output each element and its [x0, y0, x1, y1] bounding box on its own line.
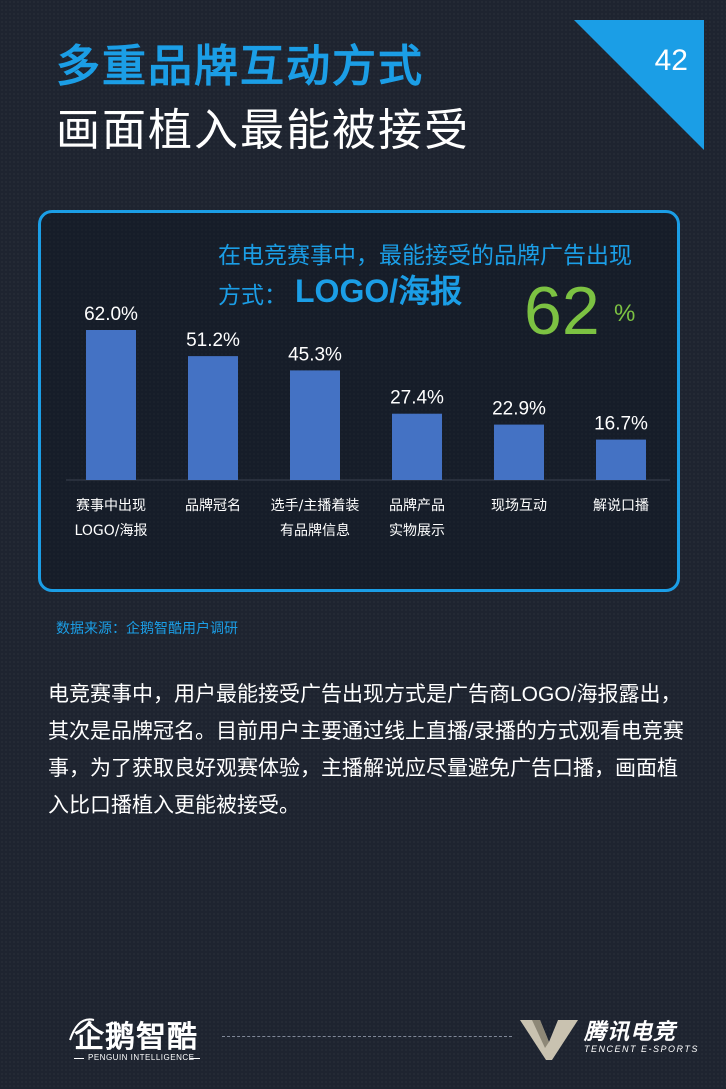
- chart-card: [38, 210, 680, 592]
- logo-rule-left: [74, 1058, 84, 1059]
- bar-1: [188, 356, 238, 480]
- bar-5: [596, 439, 646, 480]
- category-label-2-1: 有品牌信息: [280, 522, 350, 539]
- tencent-esports-text: 腾讯电竞: [584, 1019, 677, 1044]
- highlight-strong: LOGO/海报: [295, 273, 463, 309]
- category-label-1-0: 品牌冠名: [185, 497, 241, 514]
- bar-4: [494, 424, 544, 480]
- bar-value-label-3: 27.4%: [390, 388, 444, 409]
- bar-2: [290, 370, 340, 480]
- category-label-3-1: 实物展示: [389, 523, 445, 539]
- title-line-2: 画面植入最能被接受: [56, 106, 470, 155]
- category-label-0-1: LOGO/海报: [75, 523, 148, 539]
- bar-value-label-1: 51.2%: [186, 330, 240, 351]
- bar-value-label-5: 16.7%: [594, 414, 648, 435]
- penguin-logo-subtext: PENGUIN INTELLIGENCE: [88, 1053, 195, 1062]
- bar-3: [392, 413, 442, 480]
- highlight-big-unit: %: [614, 300, 636, 327]
- category-label-5-0: 解说口播: [593, 498, 649, 514]
- category-label-0-0: 赛事中出现: [76, 498, 146, 514]
- category-label-4-0: 现场互动: [491, 498, 547, 514]
- bar-value-label-0: 62.0%: [84, 304, 138, 325]
- logo-rule-right: [190, 1058, 200, 1059]
- tencent-esports-subtext: TENCENT E-SPORTS: [584, 1044, 699, 1054]
- penguin-logo-text: 企鹅智酷: [74, 1021, 198, 1054]
- bar-chart: 62.0% 赛事中出现 LOGO/海报 51.2% 品牌冠名 45.3% 选手/主播着装有品…: [66, 304, 670, 539]
- category-label-3-0: 品牌产品: [389, 497, 445, 514]
- highlight-label: 方式：: [218, 282, 287, 308]
- bar-0: [86, 330, 136, 480]
- tencent-esports-logo-icon: [520, 1020, 578, 1060]
- category-label-2-0: 选手/主播着装: [271, 498, 360, 514]
- data-source: 数据来源：企鹅智酷用户调研: [56, 620, 238, 636]
- highlight-big-number: 62: [524, 273, 600, 349]
- page-corner-tab: [574, 20, 704, 150]
- title-line-1: 多重品牌互动方式: [56, 42, 424, 91]
- highlight-line-1: 在电竞赛事中，最能接受的品牌广告出现: [218, 242, 632, 268]
- page-number: 42: [654, 44, 688, 77]
- penguin-logo-icon: [69, 1018, 95, 1041]
- bar-value-label-4: 22.9%: [492, 399, 546, 420]
- body-paragraph: 电竞赛事中，用户最能接受广告出现方式是广告商LOGO/海报露出，其次是品牌冠名。…: [48, 683, 684, 817]
- bar-value-label-2: 45.3%: [288, 344, 342, 365]
- footer-divider: [222, 1036, 512, 1037]
